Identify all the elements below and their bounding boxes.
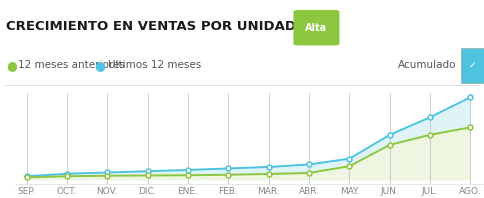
Text: ✓: ✓ (468, 61, 476, 70)
Text: Alta: Alta (305, 23, 327, 33)
Text: Ultimos 12 meses: Ultimos 12 meses (107, 60, 200, 70)
Text: Acumulado: Acumulado (397, 60, 455, 70)
Text: CRECIMIENTO EN VENTAS POR UNIDADES: CRECIMIENTO EN VENTAS POR UNIDADES (6, 20, 314, 33)
Text: ●: ● (94, 59, 105, 72)
Text: 12 meses anteriores: 12 meses anteriores (18, 60, 125, 70)
Text: ●: ● (6, 59, 16, 72)
